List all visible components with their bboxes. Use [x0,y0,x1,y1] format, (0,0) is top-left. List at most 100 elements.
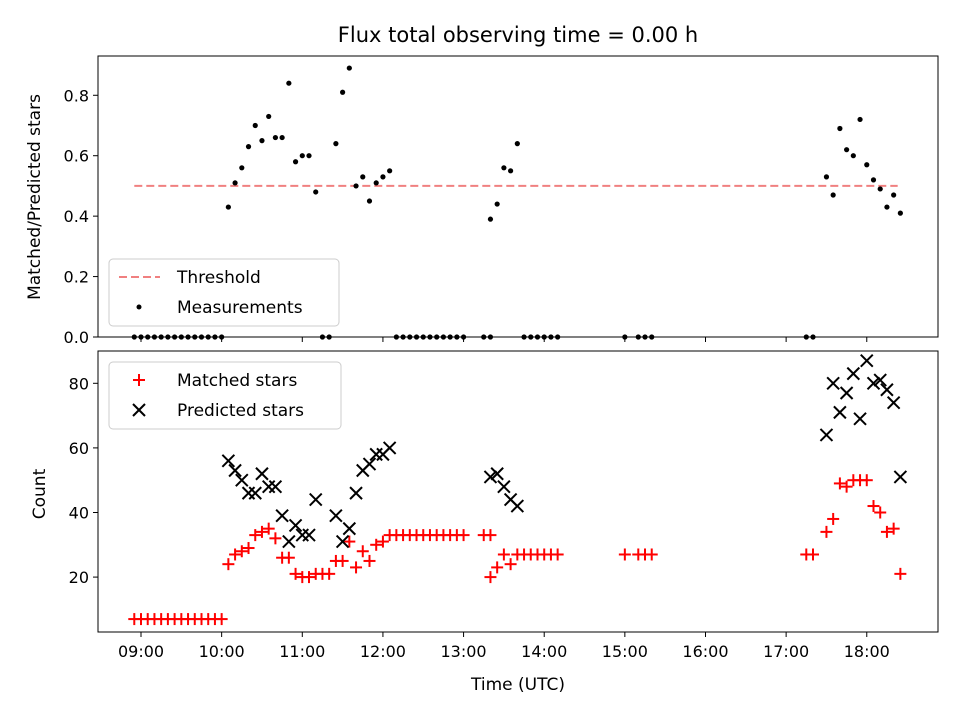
measurement-point [494,201,500,207]
measurement-point [225,204,231,210]
top-legend-box [108,258,340,327]
bottom-xtick-label: 18:00 [844,642,890,661]
measurement-point [252,122,258,129]
predicted-star-point [382,441,397,455]
measurement-point [380,174,386,180]
predicted-star-point [497,479,511,494]
bottom-ytick-label: 20 [69,568,89,587]
legend-predicted-label: Predicted stars [177,401,304,421]
matched-star-point [457,529,470,542]
legend-measurements-swatch [136,304,142,310]
bottom-xtick-label: 16:00 [682,642,728,661]
predicted-star-point [839,386,854,400]
top-y-axis-ticks: 0.0 0.2 0.4 0.6 0.8 [64,86,98,347]
measurement-point [877,186,883,192]
matched-star-point [504,558,517,571]
matched-star-point [269,532,282,545]
bottom-xtick-label: 15:00 [602,642,648,661]
top-ytick-label: 0.8 [64,86,89,105]
measurement-point [185,334,191,340]
measurement-point [393,334,399,340]
measurement-point [844,147,850,153]
matched-star-point [255,525,268,538]
measurement-point [635,334,641,340]
figure-title: Flux total observing time = 0.00 h [338,23,698,47]
matched-star-point [303,571,316,584]
measurement-point [306,153,312,159]
bottom-ytick-label: 40 [69,503,89,522]
matched-star-point [827,512,840,525]
measurement-point [850,153,856,159]
predicted-star-point [349,486,363,500]
measurement-point [823,174,830,180]
measurement-point [333,141,339,147]
measurement-point [145,334,151,340]
measurement-point [131,334,137,340]
matched-star-point [370,538,383,551]
matched-star-point [343,535,356,548]
predicted-star-point [886,395,901,410]
measurement-point [447,334,453,340]
measurement-point [642,334,648,340]
measurement-point [353,183,359,189]
predicted-star-point [268,479,283,494]
measurement-point [212,334,218,340]
legend-predicted-swatch [132,403,146,417]
measurement-point [487,334,494,340]
bottom-xtick-label: 11:00 [279,642,325,661]
matched-star-point [887,522,900,535]
bottom-xtick-label: 09:00 [118,642,164,661]
matched-star-point [484,529,497,542]
predicted-star-point [483,470,498,484]
predicted-star-point [228,463,242,478]
matched-star-point [249,529,262,542]
bottom-xtick-label: 12:00 [360,642,406,661]
matched-star-point [880,525,893,538]
matched-star-point [867,500,880,513]
top-panel: 0.00.20.40.60.8 Matched/Predicted stars … [25,55,939,347]
top-ytick-label: 0.2 [64,268,89,287]
measurement-point [521,334,527,340]
measurement-point [481,334,487,340]
top-legend: Threshold Measurements [108,258,340,327]
predicted-star-point [490,467,504,481]
measurement-point [346,65,352,71]
matched-star-point [242,542,255,555]
top-ytick-label: 0.0 [64,328,89,347]
matched-star-point [376,535,389,548]
bottom-xtick-label: 10:00 [199,642,245,661]
measurement-point [864,162,870,168]
measurement-point [884,204,890,210]
measurement-point [299,153,305,159]
measurement-point [192,334,198,340]
matched-star-point [222,558,235,571]
measurement-point [292,159,299,165]
predicted-star-point [342,521,357,536]
measurement-point [407,334,413,340]
measurement-point [528,334,534,340]
matched-star-point [229,548,242,561]
predicted-star-point [335,534,350,549]
measurement-point [232,180,238,186]
measurement-point [897,210,903,216]
predicted-star-point [329,509,343,523]
measurement-point [158,334,164,340]
predicted-star-point [853,412,867,426]
measurement-point [830,192,836,198]
matched-star-point [289,567,302,580]
predicted-star-point [893,470,908,484]
matched-star-point [874,506,887,519]
measurement-point [555,334,561,340]
predicted-star-point [235,473,249,487]
matched-star-point [336,554,349,567]
matched-star-point [645,548,658,561]
measurement-point [245,144,252,150]
matched-star-point [484,571,497,584]
legend-matched-swatch [133,374,145,386]
measurement-point [266,113,272,120]
measurement-point [151,334,158,340]
predicted-star-point [302,528,316,542]
bottom-x-axis-ticks: 09:00 10:00 11:00 12:00 13:00 14:00 15:00 16:00… [118,632,890,661]
bottom-y-axis-label: Count [30,468,50,519]
bottom-plot-marks [128,353,908,626]
